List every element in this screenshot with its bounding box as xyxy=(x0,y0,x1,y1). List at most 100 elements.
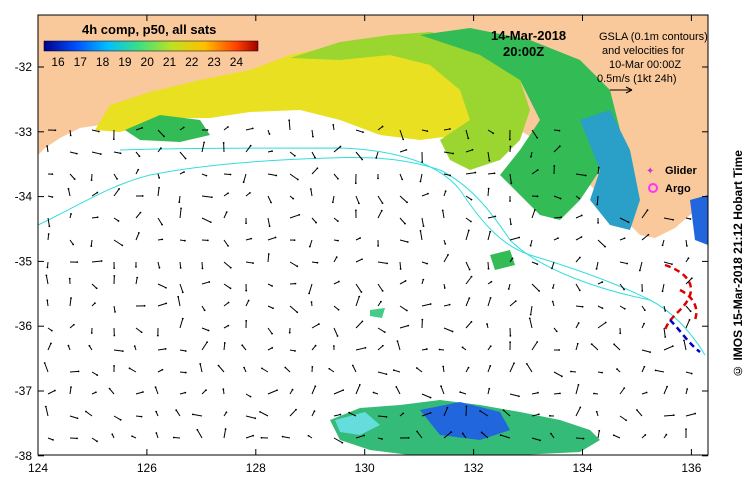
velocity-arrow xyxy=(443,304,450,307)
velocity-arrow-head xyxy=(307,434,310,437)
velocity-arrow xyxy=(377,415,387,418)
velocity-arrow xyxy=(619,415,627,421)
velocity-arrow-head xyxy=(180,207,182,210)
velocity-arrow-head xyxy=(623,288,625,291)
velocity-arrow xyxy=(135,391,144,395)
velocity-arrow-head xyxy=(225,411,228,414)
velocity-arrow xyxy=(619,305,626,310)
velocity-arrow-head xyxy=(358,383,361,386)
velocity-arrow xyxy=(503,409,511,417)
lat-tick-label: -33 xyxy=(15,125,33,139)
note-line: and velocities for xyxy=(602,45,685,57)
velocity-arrow-head xyxy=(227,324,230,327)
velocity-arrow xyxy=(487,172,495,175)
velocity-arrow-head xyxy=(402,138,405,141)
velocity-arrow-head xyxy=(108,387,111,390)
lon-tick-label: 130 xyxy=(355,461,375,475)
velocity-arrow xyxy=(69,129,72,136)
velocity-arrow-head xyxy=(88,344,91,347)
note-line: GSLA (0.1m contours) xyxy=(599,31,708,43)
velocity-arrow-head xyxy=(623,237,626,240)
lat-axis: -32 -33 -34 -35 -36 -37 -38 xyxy=(15,60,708,463)
velocity-arrow-head xyxy=(690,277,693,280)
velocity-arrow-head xyxy=(493,172,496,175)
velocity-arrow-head xyxy=(405,148,408,151)
velocity-arrow-head xyxy=(337,177,339,180)
velocity-arrow xyxy=(442,210,445,219)
velocity-arrow-head xyxy=(46,299,49,302)
velocity-arrow-head xyxy=(649,351,652,354)
velocity-arrow-head xyxy=(140,331,143,334)
velocity-arrow xyxy=(685,305,691,312)
velocity-arrow xyxy=(333,437,343,444)
colorbar-tick-label: 24 xyxy=(230,55,244,69)
velocity-arrow xyxy=(177,296,181,307)
velocity-arrow-head xyxy=(538,290,541,292)
velocity-arrow-head xyxy=(182,126,185,129)
velocity-arrow-head xyxy=(672,218,674,221)
velocity-arrow xyxy=(241,344,247,351)
velocity-arrow-head xyxy=(361,320,364,323)
velocity-arrow-head xyxy=(487,267,490,270)
velocity-arrow xyxy=(377,283,384,292)
velocity-arrow-head xyxy=(689,218,692,220)
velocity-arrow-head xyxy=(139,211,142,214)
velocity-arrow-head xyxy=(158,176,161,179)
velocity-arrow xyxy=(487,215,496,219)
velocity-arrow-head xyxy=(111,433,114,436)
colorbar-tick-label: 18 xyxy=(96,55,110,69)
velocity-arrow-head xyxy=(206,239,209,242)
velocity-arrow xyxy=(47,217,50,227)
velocity-arrow xyxy=(355,283,362,293)
velocity-arrow xyxy=(179,208,182,219)
velocity-arrow xyxy=(69,370,79,373)
velocity-arrow-head xyxy=(536,341,539,343)
lon-tick-label: 124 xyxy=(28,461,48,475)
velocity-arrow-head xyxy=(551,267,553,270)
velocity-arrow-head xyxy=(271,150,273,153)
velocity-arrow xyxy=(311,151,316,158)
velocity-arrow-head xyxy=(444,190,447,193)
velocity-arrow-head xyxy=(407,324,410,327)
velocity-arrow xyxy=(179,283,184,293)
velocity-arrow-head xyxy=(271,346,274,349)
velocity-arrow xyxy=(685,239,688,246)
velocity-arrow-head xyxy=(488,159,491,162)
velocity-arrow xyxy=(443,151,454,155)
velocity-arrow-head xyxy=(67,344,70,347)
velocity-arrow-head xyxy=(671,263,673,266)
velocity-arrow-head xyxy=(375,157,378,159)
velocity-arrow-head xyxy=(623,387,626,390)
velocity-arrow xyxy=(399,195,408,203)
velocity-arrow-head xyxy=(604,321,607,324)
velocity-arrow-head xyxy=(94,391,97,394)
velocity-arrow xyxy=(245,261,254,264)
velocity-arrow xyxy=(223,173,231,176)
velocity-arrow xyxy=(218,365,225,373)
velocity-arrow-head xyxy=(317,323,320,325)
velocity-arrow xyxy=(596,261,599,269)
velocity-arrow-head xyxy=(203,141,206,144)
velocity-arrow-head xyxy=(291,388,294,391)
velocity-arrow-head xyxy=(645,391,648,394)
velocity-arrow-head xyxy=(643,309,646,312)
velocity-arrow xyxy=(553,216,562,219)
velocity-arrow xyxy=(443,173,451,176)
velocity-arrow xyxy=(135,277,138,285)
velocity-arrow-head xyxy=(530,155,532,158)
velocity-arrow xyxy=(245,145,252,153)
lon-tick-label: 134 xyxy=(572,461,592,475)
legend-glider: Glider xyxy=(665,165,698,177)
velocity-arrow-head xyxy=(601,307,604,310)
velocity-arrow-head xyxy=(623,307,626,310)
velocity-arrow xyxy=(575,322,580,329)
velocity-arrow xyxy=(663,386,668,395)
velocity-arrow xyxy=(575,236,582,241)
velocity-arrow-head xyxy=(553,165,556,167)
velocity-arrow-head xyxy=(579,256,581,259)
velocity-arrow-head xyxy=(664,309,667,312)
velocity-arrow xyxy=(575,305,583,308)
velocity-arrow xyxy=(575,407,581,417)
velocity-arrow-head xyxy=(181,291,184,294)
velocity-arrow xyxy=(196,429,203,439)
